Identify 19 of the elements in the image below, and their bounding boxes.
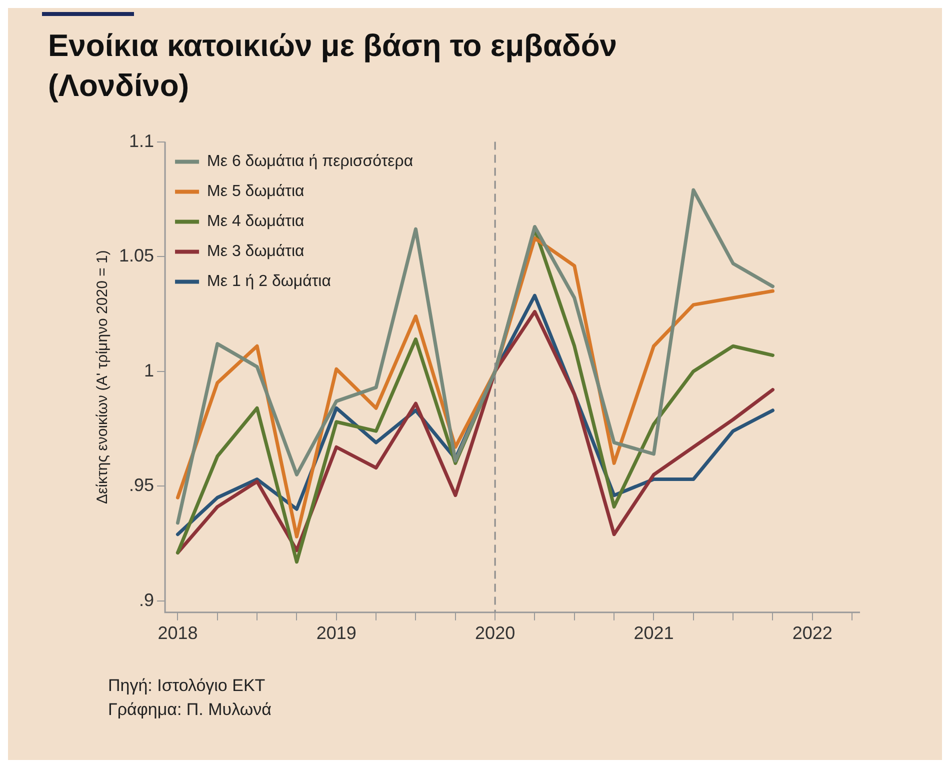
- x-tick-label: 2018: [158, 623, 198, 644]
- y-tick-label: 1.05: [118, 246, 154, 266]
- y-axis-title: Δείκτης ενοικίων (Α' τρίμηνο 2020 = 1): [94, 250, 112, 504]
- legend-label: Με 6 δωμάτια ή περισσότερα: [207, 153, 414, 170]
- x-tick-label: 2022: [792, 623, 832, 644]
- y-tick-label: 1.1: [129, 130, 154, 151]
- y-tick-label: 1: [144, 360, 154, 380]
- legend-label: Με 5 δωμάτια: [207, 183, 304, 200]
- legend-label: Με 1 ή 2 δωμάτια: [207, 273, 331, 290]
- legend-label: Με 4 δωμάτια: [207, 213, 304, 230]
- text: Γράφημα: Π. Μυλωνά: [108, 699, 272, 721]
- x-tick-label: 2021: [634, 623, 674, 644]
- legend-label: Με 3 δωμάτια: [207, 243, 304, 260]
- x-tick-label: 2019: [316, 623, 356, 644]
- x-tick-label: 2020: [475, 623, 516, 644]
- chart-title: Ενοίκια κατοικιών με βάση το εμβαδόν (Λονδίνο): [48, 27, 618, 105]
- y-tick-label: .9: [139, 590, 154, 610]
- text: Πηγή: Ιστολόγιο ΕΚΤ: [108, 675, 266, 697]
- y-tick-label: .95: [129, 475, 154, 496]
